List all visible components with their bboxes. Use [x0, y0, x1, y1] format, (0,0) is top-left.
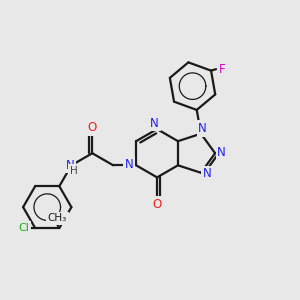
Text: N: N [125, 158, 134, 171]
Text: N: N [65, 159, 74, 172]
Text: N: N [217, 146, 226, 159]
Text: O: O [152, 198, 162, 211]
Text: F: F [219, 63, 225, 76]
Text: Cl: Cl [19, 223, 30, 233]
Text: N: N [150, 117, 159, 130]
Text: N: N [203, 167, 212, 180]
Text: CH₃: CH₃ [48, 213, 67, 223]
Text: H: H [70, 166, 78, 176]
Text: N: N [198, 122, 207, 135]
Text: O: O [88, 121, 97, 134]
